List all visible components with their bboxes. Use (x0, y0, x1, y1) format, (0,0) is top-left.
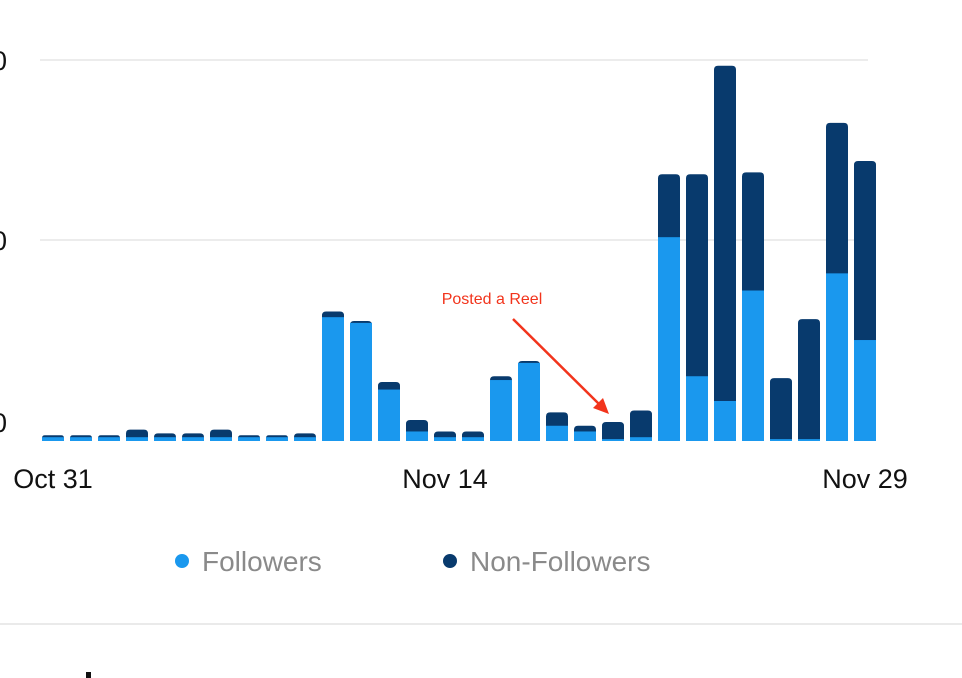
bar-segment-non-followers (714, 65, 736, 441)
x-tick-label: Oct 31 (13, 464, 93, 494)
legend: Followers Non-Followers (175, 546, 651, 577)
legend-item-followers[interactable]: Followers (175, 546, 322, 577)
legend-item-non-followers[interactable]: Non-Followers (443, 546, 651, 577)
bar-segment-followers (490, 380, 512, 441)
bar-nov-20[interactable] (602, 421, 624, 441)
bar-segment-non-followers (770, 378, 792, 441)
bar-nov-25[interactable] (742, 172, 764, 441)
bar-nov-7[interactable] (238, 435, 260, 441)
annotation-label: Posted a Reel (442, 291, 543, 308)
bar-nov-19[interactable] (574, 425, 596, 441)
bar-segment-followers (658, 237, 680, 441)
bar-segment-non-followers (602, 421, 624, 441)
bar-oct-31[interactable] (42, 435, 64, 441)
bar-segment-followers (322, 317, 344, 441)
bar-segment-non-followers (686, 174, 708, 442)
bar-segment-followers (462, 437, 484, 441)
bar-nov-15[interactable] (462, 431, 484, 441)
next-section-fragment (86, 672, 91, 678)
bar-segment-followers (434, 437, 456, 441)
x-axis-labels: Oct 31 Nov 14 Nov 29 (13, 464, 908, 494)
bar-nov-8[interactable] (266, 435, 288, 441)
bars (42, 65, 876, 442)
bar-nov-22[interactable] (658, 174, 680, 442)
bar-nov-26[interactable] (770, 378, 792, 441)
bar-segment-non-followers (630, 410, 652, 441)
bar-segment-followers (210, 437, 232, 441)
bar-nov-14[interactable] (434, 431, 456, 441)
y-tick-label: 0 (0, 226, 7, 256)
bar-nov-5[interactable] (182, 433, 204, 441)
bar-nov-17[interactable] (518, 360, 540, 441)
bar-nov-29[interactable] (854, 160, 876, 441)
bar-segment-followers (686, 376, 708, 441)
bar-segment-followers (574, 431, 596, 441)
bar-nov-12[interactable] (378, 381, 400, 441)
bar-segment-followers (154, 437, 176, 441)
bar-nov-2[interactable] (98, 435, 120, 441)
y-tick-label: 0 (0, 46, 7, 76)
bar-nov-1[interactable] (70, 435, 92, 441)
bar-nov-18[interactable] (546, 412, 568, 441)
bar-segment-followers (630, 437, 652, 441)
bar-nov-21[interactable] (630, 410, 652, 441)
bar-segment-followers (854, 340, 876, 441)
bar-nov-13[interactable] (406, 420, 428, 441)
legend-label: Followers (202, 546, 322, 577)
bar-nov-28[interactable] (826, 122, 848, 442)
bar-nov-6[interactable] (210, 429, 232, 441)
y-tick-label: 0 (0, 408, 7, 438)
bar-nov-23[interactable] (686, 174, 708, 442)
bar-segment-followers (70, 437, 92, 441)
bar-segment-followers (826, 273, 848, 441)
bar-segment-followers (770, 439, 792, 441)
bar-nov-24[interactable] (714, 65, 736, 441)
legend-label: Non-Followers (470, 546, 651, 577)
bar-segment-followers (182, 437, 204, 441)
bar-nov-16[interactable] (490, 376, 512, 441)
bar-segment-followers (602, 439, 624, 441)
bar-nov-9[interactable] (294, 433, 316, 441)
x-tick-label: Nov 29 (822, 464, 908, 494)
bar-segment-followers (294, 437, 316, 441)
bar-nov-3[interactable] (126, 429, 148, 441)
bar-segment-followers (714, 400, 736, 441)
annotation: Posted a Reel (442, 291, 609, 414)
bar-segment-followers (350, 322, 372, 441)
legend-dot-non-followers (443, 554, 457, 568)
bar-segment-followers (546, 425, 568, 441)
bar-nov-4[interactable] (154, 433, 176, 441)
bar-segment-followers (238, 437, 260, 441)
bar-segment-followers (378, 389, 400, 441)
bar-nov-11[interactable] (350, 320, 372, 441)
bar-segment-followers (98, 437, 120, 441)
bar-segment-followers (406, 431, 428, 441)
annotation-arrow (512, 318, 601, 406)
bar-nov-27[interactable] (798, 319, 820, 441)
bar-segment-followers (126, 437, 148, 441)
bar-segment-followers (798, 439, 820, 441)
bar-segment-followers (742, 290, 764, 441)
arrow-head-icon (593, 398, 609, 414)
bar-segment-followers (518, 362, 540, 441)
x-tick-label: Nov 14 (402, 464, 488, 494)
bar-nov-10[interactable] (322, 311, 344, 441)
bar-segment-non-followers (798, 319, 820, 441)
legend-dot-followers (175, 554, 189, 568)
bar-segment-followers (266, 437, 288, 441)
bar-segment-followers (42, 437, 64, 441)
